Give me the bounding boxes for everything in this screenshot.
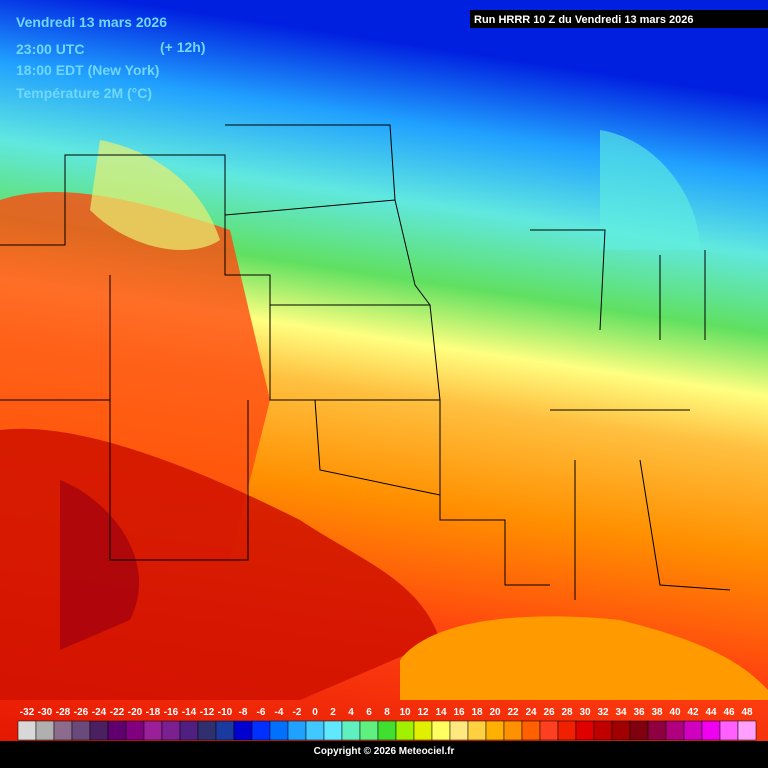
legend-swatch <box>485 720 505 741</box>
legend-label: 30 <box>579 707 591 718</box>
run-label: Run HRRR 10 Z du Vendredi 13 mars 2026 <box>474 14 693 26</box>
legend-label: -32 <box>20 707 35 718</box>
legend-swatch <box>701 720 721 741</box>
legend-swatch <box>287 720 307 741</box>
legend-swatch <box>17 720 37 741</box>
legend-swatch <box>125 720 145 741</box>
legend-swatch <box>719 720 739 741</box>
gulf <box>400 616 768 700</box>
legend-label: 28 <box>561 707 573 718</box>
utc-time: 23:00 UTC <box>16 41 84 57</box>
legend-swatch <box>269 720 289 741</box>
legend-label: 32 <box>597 707 609 718</box>
legend-label: -4 <box>275 707 284 718</box>
legend-swatch <box>89 720 109 741</box>
legend-label: 20 <box>489 707 501 718</box>
legend-label: 2 <box>330 707 336 718</box>
color-legend: -32 -30 -28 -26 -24 -22 -20 -18 -16 -14 -12 -10 -8 -6… <box>17 707 757 741</box>
hot-core <box>60 480 140 650</box>
legend-label: -22 <box>110 707 125 718</box>
legend-label: -24 <box>92 707 107 718</box>
parameter-label: Température 2M (°C) <box>16 85 152 101</box>
legend-swatch <box>683 720 703 741</box>
legend-swatch <box>359 720 379 741</box>
legend-label: 24 <box>525 707 537 718</box>
legend-swatch <box>395 720 415 741</box>
lead-time: (+ 12h) <box>160 39 206 55</box>
legend-swatch <box>539 720 559 741</box>
legend-label: -26 <box>74 707 89 718</box>
copyright: Copyright © 2026 Meteociel.fr <box>314 746 455 757</box>
mountains <box>90 140 220 250</box>
legend-swatch <box>197 720 217 741</box>
legend-swatch <box>179 720 199 741</box>
legend-label: -8 <box>239 707 248 718</box>
legend-label: 48 <box>741 707 753 718</box>
legend-swatch <box>629 720 649 741</box>
legend-swatch <box>305 720 325 741</box>
legend-label: 10 <box>399 707 411 718</box>
legend-swatch <box>593 720 613 741</box>
legend-swatch <box>557 720 577 741</box>
date-label: Vendredi 13 mars 2026 <box>16 14 167 30</box>
legend-label: -28 <box>56 707 71 718</box>
legend-swatch <box>647 720 667 741</box>
legend-label: 38 <box>651 707 663 718</box>
michigan <box>600 130 700 250</box>
legend-swatch <box>161 720 181 741</box>
legend-swatch <box>521 720 541 741</box>
legend-label: 14 <box>435 707 447 718</box>
legend-label: 0 <box>312 707 318 718</box>
legend-swatch <box>575 720 595 741</box>
legend-swatch <box>431 720 451 741</box>
legend-label: 42 <box>687 707 699 718</box>
legend-label: -6 <box>257 707 266 718</box>
borders <box>0 124 731 600</box>
legend-label: 26 <box>543 707 555 718</box>
legend-label: 46 <box>723 707 735 718</box>
legend-swatch <box>341 720 361 741</box>
legend-label: -2 <box>293 707 302 718</box>
footer-bar <box>0 741 768 768</box>
legend-swatch <box>35 720 55 741</box>
legend-label: 18 <box>471 707 483 718</box>
legend-label: 16 <box>453 707 465 718</box>
legend-swatch <box>143 720 163 741</box>
legend-label: 8 <box>384 707 390 718</box>
legend-swatch <box>503 720 523 741</box>
legend-label: -18 <box>146 707 161 718</box>
run-bar <box>470 10 768 28</box>
legend-label: 40 <box>669 707 681 718</box>
legend-swatch <box>611 720 631 741</box>
legend-swatch <box>467 720 487 741</box>
legend-swatch <box>107 720 127 741</box>
legend-swatch <box>665 720 685 741</box>
legend-label: 12 <box>417 707 429 718</box>
legend-swatch <box>215 720 235 741</box>
legend-label: -30 <box>38 707 53 718</box>
legend-label: 6 <box>366 707 372 718</box>
legend-label: 44 <box>705 707 717 718</box>
legend-label: 34 <box>615 707 627 718</box>
legend-swatch <box>377 720 397 741</box>
legend-swatch <box>71 720 91 741</box>
legend-label: 4 <box>348 707 354 718</box>
legend-swatch <box>413 720 433 741</box>
local-time: 18:00 EDT (New York) <box>16 62 159 78</box>
legend-swatch <box>251 720 271 741</box>
legend-label: -12 <box>200 707 215 718</box>
legend-swatch <box>53 720 73 741</box>
legend-swatch <box>737 720 757 741</box>
legend-swatch <box>233 720 253 741</box>
legend-label: -20 <box>128 707 143 718</box>
legend-label: 36 <box>633 707 645 718</box>
legend-swatch <box>449 720 469 741</box>
legend-label: -16 <box>164 707 179 718</box>
legend-label: -14 <box>182 707 197 718</box>
legend-label: 22 <box>507 707 519 718</box>
legend-swatch <box>323 720 343 741</box>
legend-label: -10 <box>218 707 233 718</box>
